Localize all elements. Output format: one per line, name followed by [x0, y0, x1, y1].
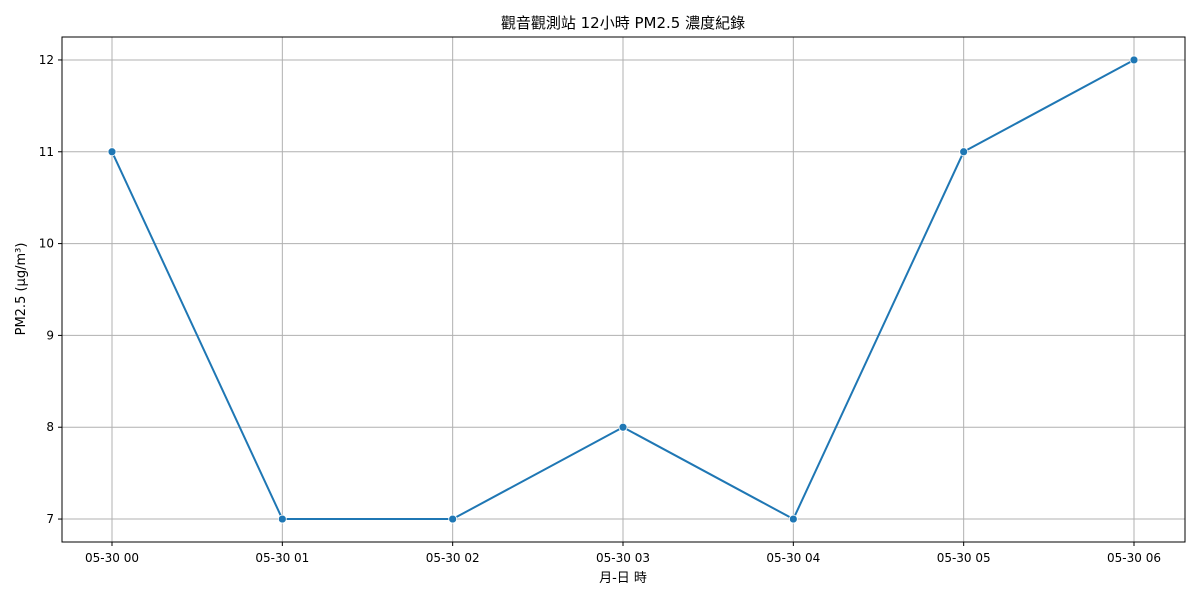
x-tick-label: 05-30 00 [85, 551, 139, 565]
grid-layer [62, 37, 1185, 542]
data-point [788, 514, 798, 524]
x-tick-label: 05-30 01 [255, 551, 309, 565]
x-axis-title: 月-日 時 [599, 571, 647, 586]
chart-title: 觀音觀測站 12小時 PM2.5 濃度紀錄 [501, 14, 745, 32]
series-layer [107, 55, 1139, 524]
x-tick-label: 05-30 04 [766, 551, 820, 565]
x-tick-label: 05-30 05 [937, 551, 991, 565]
x-tick-label: 05-30 02 [426, 551, 480, 565]
x-tick-label: 05-30 03 [596, 551, 650, 565]
plot-frame [61, 36, 1186, 543]
y-axis-title: PM2.5 (μg/m³) [14, 243, 29, 336]
data-point [1129, 55, 1139, 65]
x-tick-label: 05-30 06 [1107, 551, 1161, 565]
data-point [107, 147, 117, 157]
data-point [959, 147, 969, 157]
y-tick-label: 10 [39, 237, 54, 251]
y-tick-label: 11 [39, 145, 54, 159]
data-point [448, 514, 458, 524]
y-tick-label: 12 [39, 53, 54, 67]
data-point [277, 514, 287, 524]
y-tick-label: 8 [46, 420, 54, 434]
data-point [618, 422, 628, 432]
y-tick-label: 9 [46, 328, 54, 342]
tick-layer: 05-30 00 05-30 01 05-30 02 05-30 03 05-30 04… [39, 53, 1161, 565]
y-tick-label: 7 [46, 512, 54, 526]
